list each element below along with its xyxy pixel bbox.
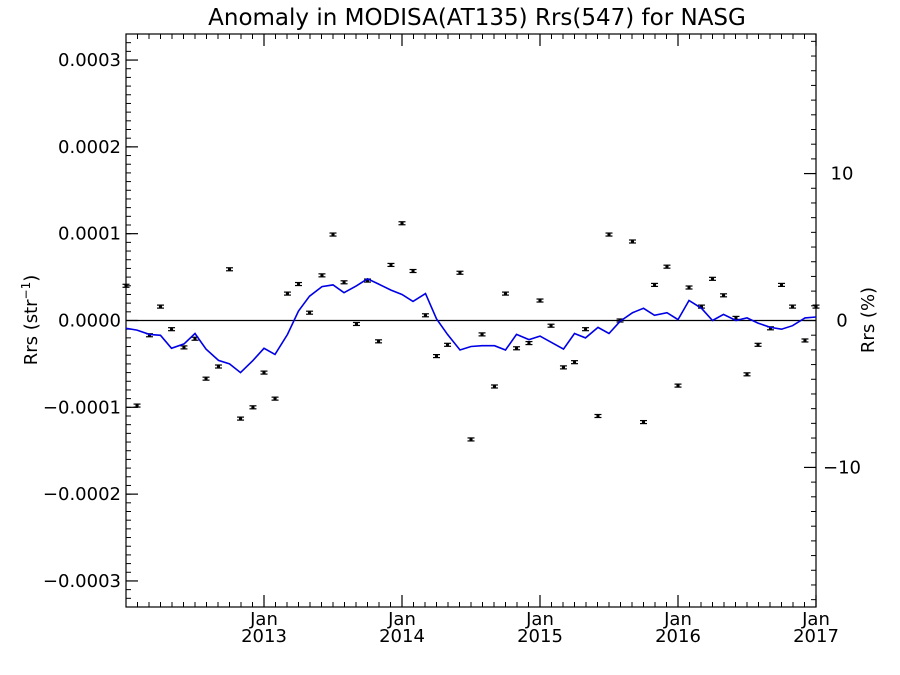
x-tick-label-month: Jan [387, 609, 416, 630]
data-point [283, 291, 291, 296]
data-point [628, 239, 636, 244]
x-tick-label-month: Jan [249, 609, 278, 630]
left-y-axis-label: Rrs (str−1) [19, 275, 42, 366]
data-point [133, 403, 141, 408]
x-tick-label-year: 2013 [241, 626, 287, 647]
data-point [306, 310, 314, 315]
data-point [778, 282, 785, 288]
x-tick-label-year: 2017 [793, 626, 839, 647]
data-point [168, 327, 176, 332]
data-point [237, 416, 245, 421]
data-point [180, 345, 188, 350]
right-y-axis: 10 0 −10 [804, 40, 861, 601]
data-point [157, 304, 164, 309]
data-point [559, 365, 567, 370]
data-point [271, 396, 279, 401]
right-y-axis-label: Rrs (%) [858, 287, 879, 353]
x-tick-label-month: Jan [525, 609, 554, 630]
y-tick-label: 0.0001 [58, 224, 121, 245]
right-y-tick-label: −10 [823, 457, 861, 478]
left-y-axis-label-superscript: −1 [19, 282, 33, 300]
data-point [398, 221, 406, 226]
data-point [663, 264, 671, 269]
data-point [651, 282, 659, 288]
data-point [375, 339, 383, 344]
y-tick-label: 0.0002 [58, 137, 121, 158]
left-y-axis: 0.0003 0.0002 0.0001 0.0000 −0.0001 −0.0002 −0… [43, 33, 138, 608]
data-point [226, 267, 233, 272]
data-point [640, 419, 647, 425]
data-point [387, 262, 395, 268]
y-tick-label: −0.0001 [43, 397, 121, 418]
data-point [789, 304, 797, 309]
data-point [536, 298, 544, 303]
data-point [571, 360, 578, 365]
y-tick-label: −0.0003 [43, 571, 121, 592]
data-point [352, 321, 360, 327]
data-point [754, 342, 762, 347]
data-point [444, 342, 452, 347]
data-point [122, 283, 130, 288]
y-tick-label: 0.0003 [58, 50, 121, 71]
data-point [502, 291, 509, 296]
y-tick-label: 0.0000 [58, 311, 121, 332]
data-point [582, 327, 590, 332]
data-point [490, 384, 498, 389]
x-tick-label-year: 2016 [655, 626, 701, 647]
data-point [674, 383, 682, 388]
data-point [421, 313, 429, 318]
data-point [525, 340, 533, 346]
x-tick-label-year: 2014 [379, 626, 425, 647]
data-point [605, 232, 613, 237]
data-point [202, 376, 210, 381]
data-point [720, 293, 728, 298]
data-point [249, 405, 257, 410]
data-point [456, 270, 464, 275]
x-tick-label-year: 2015 [517, 626, 563, 647]
data-point [513, 346, 521, 351]
smoothed-anomaly-line [125, 277, 817, 374]
chart-title: Anomaly in MODISA(AT135) Rrs(547) for NA… [208, 5, 746, 31]
data-point [260, 370, 268, 375]
data-point [594, 413, 602, 419]
right-y-tick-label: 10 [831, 164, 854, 185]
x-tick-label-month: Jan [801, 609, 830, 630]
data-point [467, 437, 475, 442]
data-point [685, 285, 693, 290]
right-y-tick-label: 0 [836, 311, 847, 332]
data-point [812, 304, 820, 309]
data-point [329, 232, 337, 237]
data-point [433, 353, 440, 359]
data-point [801, 338, 809, 343]
data-point [743, 372, 751, 377]
data-point [709, 276, 716, 281]
data-point [318, 273, 326, 278]
data-point [478, 332, 486, 337]
data-point [214, 364, 222, 369]
monthly-anomaly-points [122, 221, 820, 442]
y-tick-label: −0.0002 [43, 484, 121, 505]
data-point [340, 280, 348, 285]
data-point [547, 323, 555, 328]
data-point [295, 281, 302, 287]
x-tick-label-month: Jan [663, 609, 692, 630]
data-point [409, 268, 417, 274]
